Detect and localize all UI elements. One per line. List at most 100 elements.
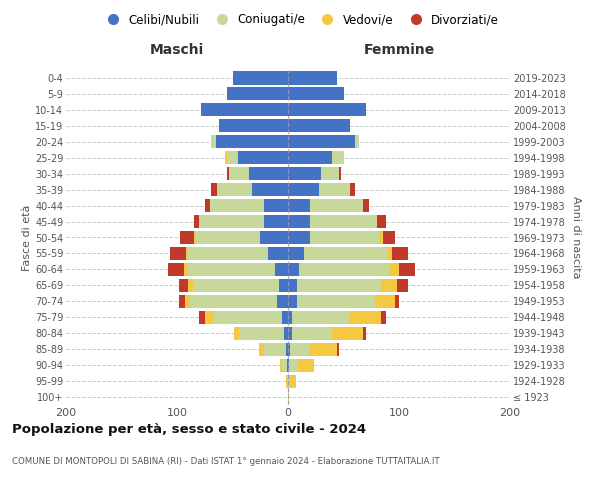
Bar: [377, 215, 386, 228]
Bar: [288, 215, 310, 228]
Bar: [310, 342, 337, 355]
Bar: [337, 342, 339, 355]
Bar: [288, 135, 355, 148]
Bar: [253, 183, 288, 196]
Bar: [379, 231, 383, 244]
Bar: [288, 358, 289, 372]
Bar: [287, 358, 288, 372]
Bar: [263, 199, 288, 212]
Bar: [383, 231, 395, 244]
Bar: [299, 263, 390, 276]
Text: Femmine: Femmine: [364, 42, 434, 56]
Bar: [238, 151, 288, 164]
Bar: [297, 295, 374, 308]
Bar: [286, 342, 288, 355]
Bar: [210, 199, 263, 212]
Legend: Celibi/Nubili, Coniugati/e, Vedovi/e, Divorziati/e: Celibi/Nubili, Coniugati/e, Vedovi/e, Di…: [97, 8, 503, 31]
Bar: [263, 215, 288, 228]
Bar: [288, 310, 292, 324]
Bar: [350, 183, 355, 196]
Bar: [190, 295, 277, 308]
Bar: [214, 310, 283, 324]
Bar: [288, 390, 289, 404]
Bar: [364, 199, 369, 212]
Bar: [350, 310, 381, 324]
Bar: [205, 310, 214, 324]
Bar: [225, 151, 227, 164]
Bar: [283, 358, 287, 372]
Bar: [364, 326, 366, 340]
Bar: [381, 279, 397, 292]
Bar: [287, 374, 288, 388]
Bar: [289, 358, 298, 372]
Bar: [286, 374, 287, 388]
Bar: [374, 295, 395, 308]
Bar: [227, 151, 238, 164]
Bar: [332, 151, 343, 164]
Bar: [194, 231, 196, 244]
Bar: [217, 183, 253, 196]
Bar: [202, 104, 288, 117]
Bar: [395, 295, 399, 308]
Bar: [185, 295, 190, 308]
Bar: [259, 342, 263, 355]
Bar: [292, 326, 332, 340]
Bar: [268, 247, 288, 260]
Bar: [319, 183, 350, 196]
Bar: [310, 231, 379, 244]
Bar: [292, 310, 350, 324]
Bar: [298, 358, 314, 372]
Bar: [288, 374, 290, 388]
Bar: [332, 326, 364, 340]
Bar: [381, 310, 386, 324]
Bar: [288, 120, 350, 132]
Bar: [288, 231, 310, 244]
Bar: [290, 342, 310, 355]
Bar: [184, 263, 188, 276]
Bar: [194, 215, 199, 228]
Bar: [288, 72, 337, 85]
Bar: [275, 263, 288, 276]
Bar: [392, 247, 408, 260]
Bar: [290, 374, 296, 388]
Bar: [193, 279, 279, 292]
Bar: [322, 167, 339, 180]
Bar: [288, 199, 310, 212]
Bar: [249, 167, 288, 180]
Bar: [288, 326, 292, 340]
Bar: [390, 263, 399, 276]
Text: Popolazione per età, sesso e stato civile - 2024: Popolazione per età, sesso e stato civil…: [12, 422, 366, 436]
Text: Maschi: Maschi: [150, 42, 204, 56]
Bar: [288, 247, 304, 260]
Bar: [288, 104, 366, 117]
Bar: [233, 326, 239, 340]
Bar: [211, 183, 217, 196]
Bar: [188, 263, 275, 276]
Bar: [288, 151, 332, 164]
Bar: [188, 279, 193, 292]
Bar: [205, 199, 211, 212]
Bar: [263, 342, 286, 355]
Bar: [288, 263, 299, 276]
Bar: [310, 215, 377, 228]
Bar: [179, 295, 185, 308]
Bar: [168, 263, 184, 276]
Bar: [284, 326, 288, 340]
Bar: [288, 295, 297, 308]
Y-axis label: Anni di nascita: Anni di nascita: [571, 196, 581, 279]
Bar: [227, 167, 229, 180]
Bar: [170, 247, 186, 260]
Bar: [229, 167, 249, 180]
Bar: [199, 310, 205, 324]
Bar: [310, 199, 364, 212]
Bar: [260, 231, 288, 244]
Bar: [186, 247, 188, 260]
Bar: [211, 135, 216, 148]
Bar: [297, 279, 381, 292]
Bar: [233, 72, 288, 85]
Bar: [388, 247, 392, 260]
Bar: [288, 342, 290, 355]
Bar: [279, 279, 288, 292]
Bar: [304, 247, 388, 260]
Bar: [288, 88, 343, 101]
